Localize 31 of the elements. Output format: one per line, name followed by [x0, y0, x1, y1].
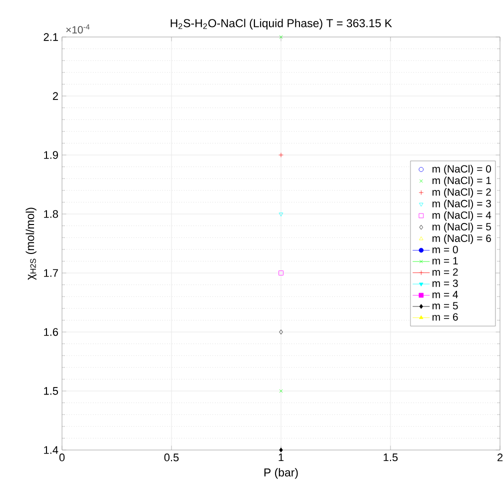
legend-label: m = 6	[432, 313, 458, 321]
y-axis-title: χ$_{H2S}$ (mol/mol)	[26, 208, 36, 280]
legend-label: m (NaCl) = 4	[432, 211, 492, 221]
x-tick-label: 0	[59, 454, 65, 462]
x-axis-title: P (bar)	[264, 468, 298, 479]
y-tick-label: 1.6	[44, 328, 58, 336]
x-tick-label: 0.5	[164, 454, 179, 462]
legend-label: m = 4	[432, 290, 458, 298]
legend-label: m (NaCl) = 1	[432, 176, 491, 186]
legend-label: m (NaCl) = 3	[432, 200, 491, 210]
legend-label: m (NaCl) = 6	[432, 234, 491, 244]
y-tick-label: 1.9	[44, 151, 58, 159]
legend-label: m = 5	[432, 302, 458, 310]
text: ×10$^{-4}$	[66, 24, 90, 34]
y-tick-label: 1.8	[44, 210, 58, 218]
legend-label: m = 0	[432, 246, 458, 254]
x-tick-label: 2	[498, 454, 503, 462]
x-tick-label: 1.5	[384, 454, 398, 462]
legend-label: m (NaCl) = 5	[432, 222, 491, 232]
y-tick-label: 1.4	[44, 446, 58, 454]
legend-label: m = 1	[432, 257, 458, 264]
legend-label: m (NaCl) = 0	[432, 164, 492, 175]
y-tick-label: 1.7	[44, 269, 58, 277]
legend-label: m (NaCl) = 2	[432, 188, 491, 198]
y-tick-label: 1.5	[44, 387, 58, 395]
legend-label: m = 3	[432, 280, 458, 288]
y-tick-label: 2.1	[44, 33, 58, 41]
legend-label: m = 2	[432, 268, 458, 276]
x-tick-label: 1	[278, 454, 284, 462]
chart-title: H$_{2}$S-H$_{2}$O-NaCl (Liquid Phase) T = 363.15 K	[170, 18, 392, 30]
y-tick-label: 2	[52, 92, 58, 100]
